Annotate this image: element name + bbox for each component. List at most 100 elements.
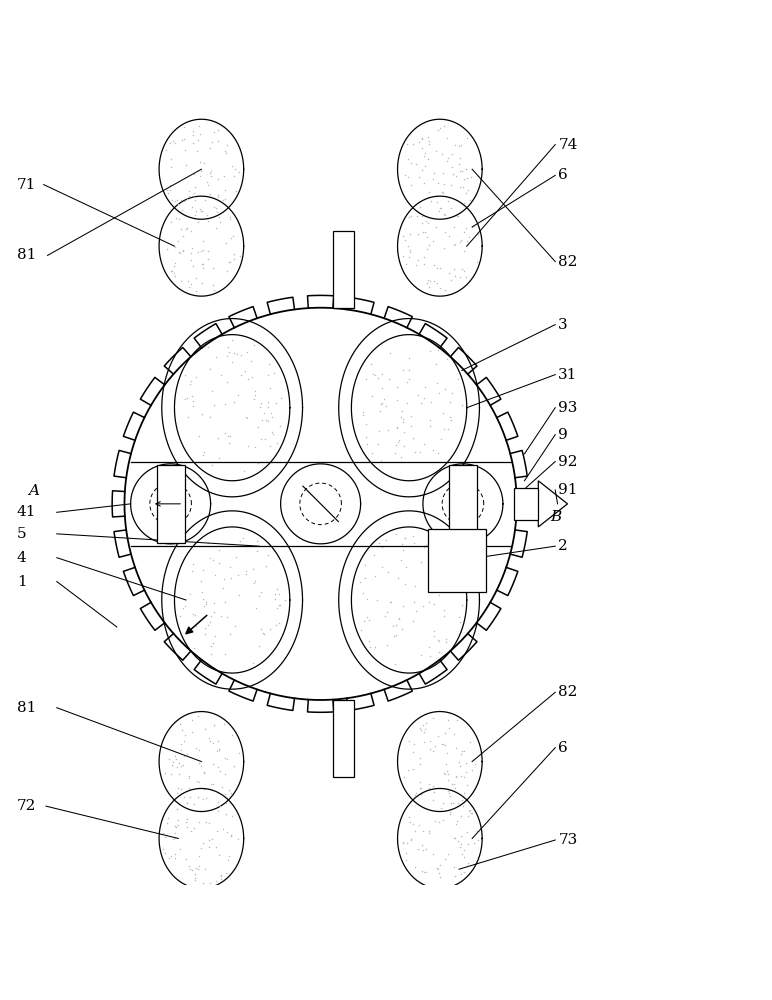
Point [168,748,181,764]
Point [442,421,454,437]
Point [461,777,473,793]
Point [269,591,281,607]
Point [391,392,404,408]
Point [198,620,211,636]
Point [195,573,207,589]
Point [394,552,407,568]
Point [266,409,279,425]
Point [276,390,288,406]
Point [174,205,187,221]
Point [439,282,452,298]
Point [354,622,367,638]
Point [385,594,398,610]
Point [248,391,260,407]
Point [184,586,196,602]
Point [357,404,369,420]
Point [271,600,283,616]
Point [194,168,206,184]
Point [459,269,472,285]
Point [179,142,191,158]
Point [466,219,478,235]
Point [179,157,191,173]
Point [235,367,248,383]
Point [265,405,277,421]
Point [430,356,442,372]
Point [435,537,448,553]
Point [415,722,427,738]
Point [388,656,401,672]
Point [161,241,173,257]
Point [455,768,467,784]
Point [232,567,245,583]
Point [222,782,235,798]
Point [165,159,178,175]
Point [439,725,452,741]
Point [428,273,440,289]
Point [416,598,428,614]
Point [393,610,405,626]
Point [220,145,232,161]
Point [459,220,472,236]
Point [449,780,462,796]
Point [230,549,242,565]
Point [445,776,458,792]
Point [256,412,268,428]
Point [210,200,222,216]
Point [357,613,370,629]
Point [461,170,473,186]
Point [417,842,429,858]
Point [171,192,183,208]
Point [166,263,178,279]
Point [191,244,204,260]
Point [472,226,484,242]
Point [419,224,432,240]
Point [221,263,233,279]
Point [402,809,415,825]
Point [403,350,415,366]
Point [168,258,180,274]
Point [274,597,286,613]
Point [397,362,409,378]
Point [422,237,435,253]
Point [208,567,221,583]
Point [432,861,445,877]
Point [399,576,411,592]
Point [401,835,413,851]
Point [378,391,391,407]
Point [218,786,231,802]
Point [405,408,418,424]
Point [198,155,211,171]
Point [157,825,170,841]
Point [432,587,445,603]
Point [190,203,202,219]
Point [401,395,414,411]
Point [171,233,184,249]
Point [391,419,403,435]
Point [228,394,240,410]
Point [215,867,227,883]
Point [452,208,465,224]
Point [438,765,450,781]
Point [468,835,480,851]
Point [190,618,202,634]
Point [412,204,425,220]
Text: 82: 82 [558,255,577,269]
Point [461,130,473,146]
Point [439,756,452,772]
Point [435,454,447,470]
Point [273,597,285,613]
Point [181,390,194,406]
Point [178,748,190,764]
Point [360,429,372,445]
Point [398,167,411,183]
Point [212,803,224,819]
Point [195,243,208,259]
Point [169,818,181,834]
Point [191,773,203,789]
Point [192,814,205,830]
Point [402,238,415,254]
Bar [333,231,354,308]
Point [262,399,274,415]
Point [196,256,208,272]
Point [225,828,237,844]
